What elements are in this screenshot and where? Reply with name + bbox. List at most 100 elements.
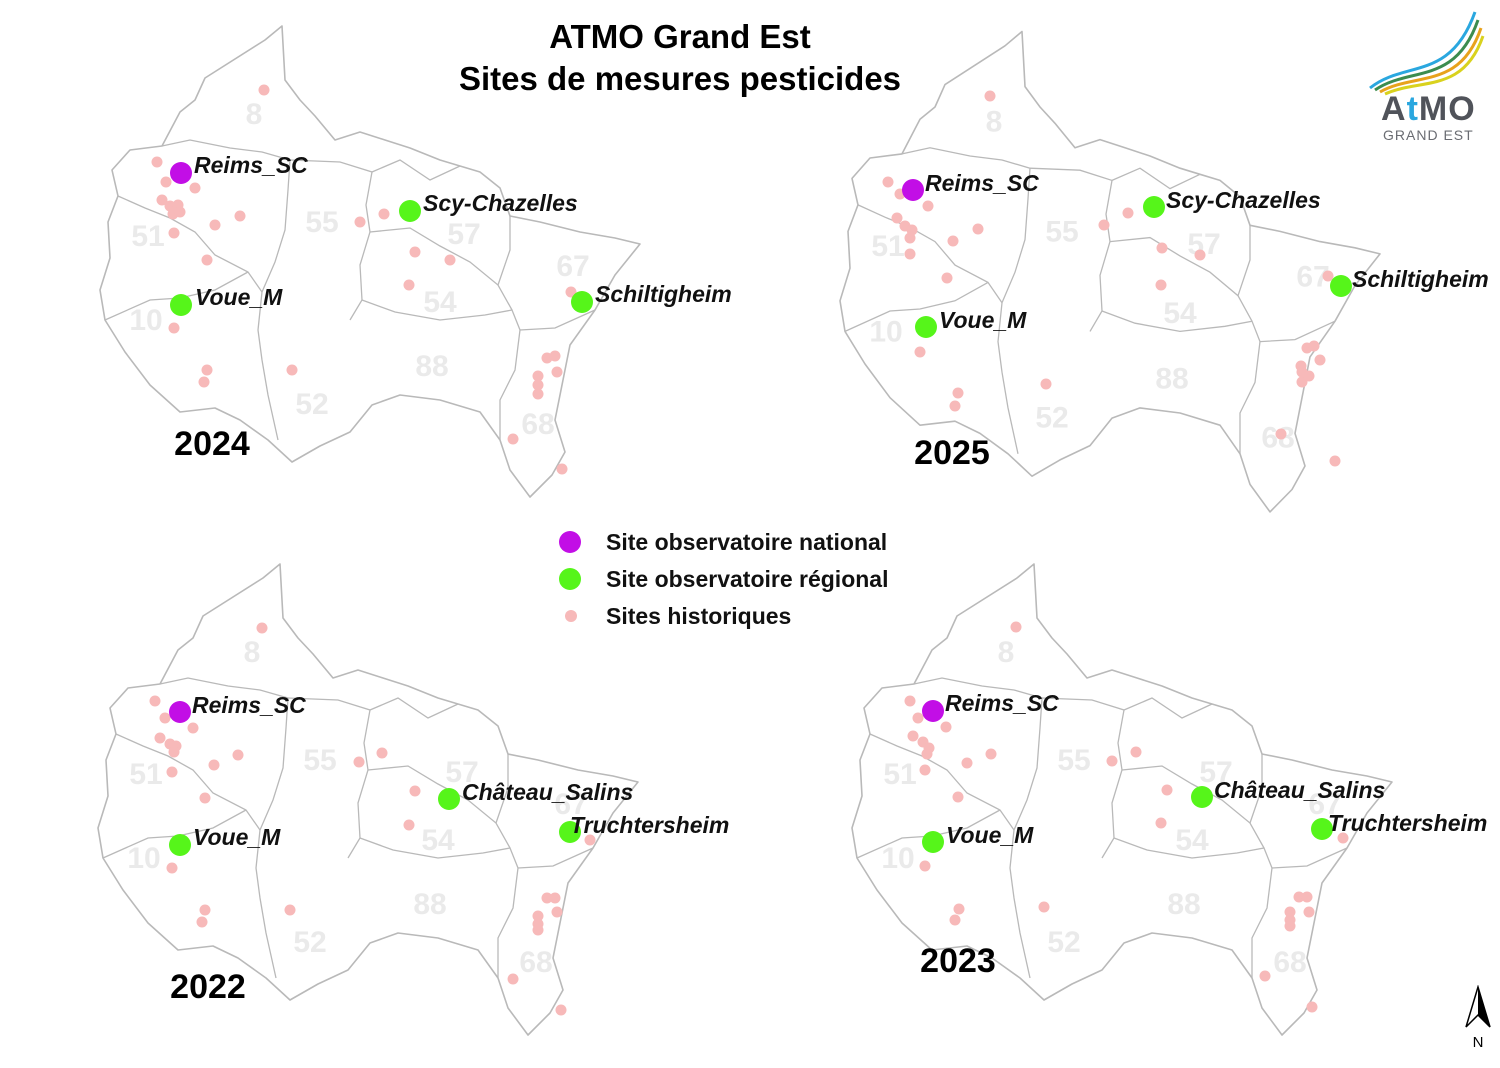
legend-symbol-regional — [559, 568, 581, 590]
historical-site-marker — [1156, 242, 1168, 254]
historical-site-marker — [409, 785, 421, 797]
historical-site-marker — [906, 224, 918, 236]
department-label: 54 — [1163, 297, 1197, 330]
site-label: Château_Salins — [462, 779, 633, 805]
department-border — [1237, 225, 1251, 296]
historical-site-marker — [1322, 270, 1334, 282]
site-marker-regional — [1191, 786, 1213, 808]
department-border — [495, 754, 509, 824]
department-border — [255, 829, 277, 979]
site-marker-regional — [571, 291, 593, 313]
site-marker-regional — [1330, 275, 1352, 297]
historical-site-marker — [378, 208, 390, 220]
historical-site-marker — [168, 322, 180, 334]
historical-site-marker — [196, 916, 208, 928]
site-label: Scy-Chazelles — [423, 190, 578, 216]
map-panel-2022: 8 51 10 52 55 54 57 88 67 68 Reims_SC Château_Salin… — [97, 563, 729, 1036]
historical-site-marker — [919, 860, 931, 872]
region-outline — [97, 563, 639, 1036]
historical-site-marker — [1098, 219, 1110, 231]
site-label: Voue_M — [193, 824, 281, 850]
department-border — [287, 697, 371, 859]
historical-site-marker — [551, 366, 563, 378]
department-label: 88 — [1167, 888, 1200, 921]
historical-site-marker — [284, 904, 296, 916]
historical-site-marker — [949, 400, 961, 412]
historical-site-marker — [1293, 891, 1305, 903]
department-border — [361, 299, 521, 440]
historical-site-marker — [1306, 1001, 1318, 1013]
historical-site-marker — [151, 156, 163, 168]
historical-site-marker — [941, 272, 953, 284]
department-label: 68 — [519, 946, 552, 979]
historical-site-marker — [409, 246, 421, 258]
historical-site-marker — [1038, 901, 1050, 913]
department-label: 51 — [871, 230, 904, 263]
department-border — [1009, 829, 1031, 979]
department-label: 8 — [998, 636, 1015, 669]
historical-site-marker — [984, 90, 996, 102]
department-label: 55 — [303, 744, 336, 777]
department-label: 57 — [445, 756, 478, 789]
map-panel-2025: 8511052555457886768Reims_SCScy-Chazelles… — [839, 30, 1489, 513]
department-border — [257, 291, 279, 441]
department-border — [289, 159, 373, 321]
department-label: 67 — [556, 250, 589, 283]
historical-site-marker — [985, 748, 997, 760]
department-label: 8 — [986, 105, 1003, 138]
historical-site-marker — [952, 791, 964, 803]
title-line-2: Sites de mesures pesticides — [458, 60, 902, 97]
historical-site-marker — [961, 757, 973, 769]
historical-site-marker — [354, 216, 366, 228]
historical-site-marker — [947, 235, 959, 247]
historical-site-marker — [286, 364, 298, 376]
north-arrow-icon: N — [1462, 984, 1494, 1051]
site-marker-regional — [399, 200, 421, 222]
historical-site-marker — [1040, 378, 1052, 390]
department-border — [997, 302, 1019, 454]
department-label: 52 — [1035, 401, 1068, 434]
department-label: 52 — [1047, 926, 1080, 959]
department-label: 10 — [127, 842, 160, 875]
historical-site-marker — [919, 764, 931, 776]
department-border — [369, 697, 459, 719]
department-border — [1101, 310, 1261, 454]
department-label: 52 — [295, 388, 328, 421]
historical-site-marker — [353, 756, 365, 768]
year-label: 2024 — [174, 425, 250, 463]
site-marker-regional — [915, 316, 937, 338]
historical-site-marker — [1308, 340, 1320, 352]
department-border — [1271, 847, 1348, 869]
site-marker-national — [169, 701, 191, 723]
historical-site-marker — [256, 622, 268, 634]
department-border — [517, 847, 594, 869]
historical-site-marker — [149, 695, 161, 707]
historical-site-marker — [160, 176, 172, 188]
site-label: Scy-Chazelles — [1166, 187, 1321, 213]
historical-site-marker — [232, 749, 244, 761]
historical-site-marker — [234, 210, 246, 222]
historical-site-marker — [187, 722, 199, 734]
department-label: 55 — [1057, 744, 1090, 777]
site-label: Schiltigheim — [595, 281, 732, 307]
north-label: N — [1473, 1034, 1484, 1051]
department-label: 67 — [554, 788, 587, 821]
historical-site-marker — [882, 176, 894, 188]
historical-site-marker — [555, 1004, 567, 1016]
site-label: Truchtersheim — [1328, 810, 1487, 836]
historical-site-marker — [154, 732, 166, 744]
title-line-1: ATMO Grand Est — [549, 18, 811, 55]
historical-site-marker — [1161, 784, 1173, 796]
historical-site-marker — [166, 862, 178, 874]
department-label: 52 — [293, 926, 326, 959]
historical-site-marker — [907, 730, 919, 742]
historical-site-marker — [1303, 906, 1315, 918]
department-label: 10 — [129, 304, 162, 337]
historical-site-marker — [953, 903, 965, 915]
year-label: 2025 — [914, 434, 990, 472]
site-marker-regional — [438, 788, 460, 810]
department-border — [1259, 320, 1336, 343]
historical-site-marker — [532, 370, 544, 382]
historical-site-marker — [1284, 920, 1296, 932]
department-border — [1123, 697, 1213, 719]
